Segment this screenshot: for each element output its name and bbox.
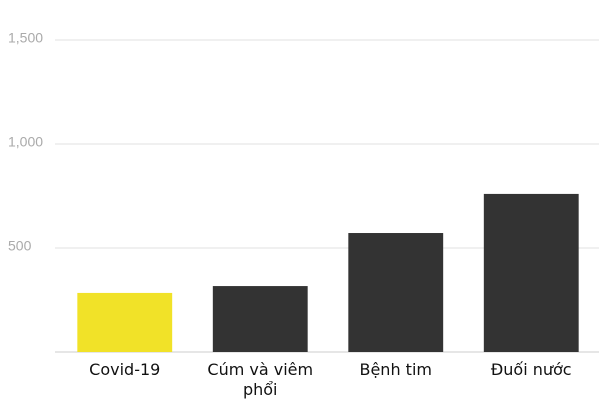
y-tick-label: 1,500 [8, 30, 43, 46]
bar [212, 286, 308, 352]
x-tick-label: Bệnh tim [359, 360, 432, 379]
y-tick-label: 1,000 [8, 134, 43, 150]
bar [77, 292, 173, 352]
y-tick-label: 500 [8, 238, 32, 254]
x-tick-label: Đuối nước [490, 360, 572, 379]
bar [483, 193, 579, 352]
bar [348, 233, 444, 352]
x-tick-label: Covid-19 [89, 360, 161, 379]
x-tick-label: Cúm và viêm phổi [207, 360, 314, 399]
